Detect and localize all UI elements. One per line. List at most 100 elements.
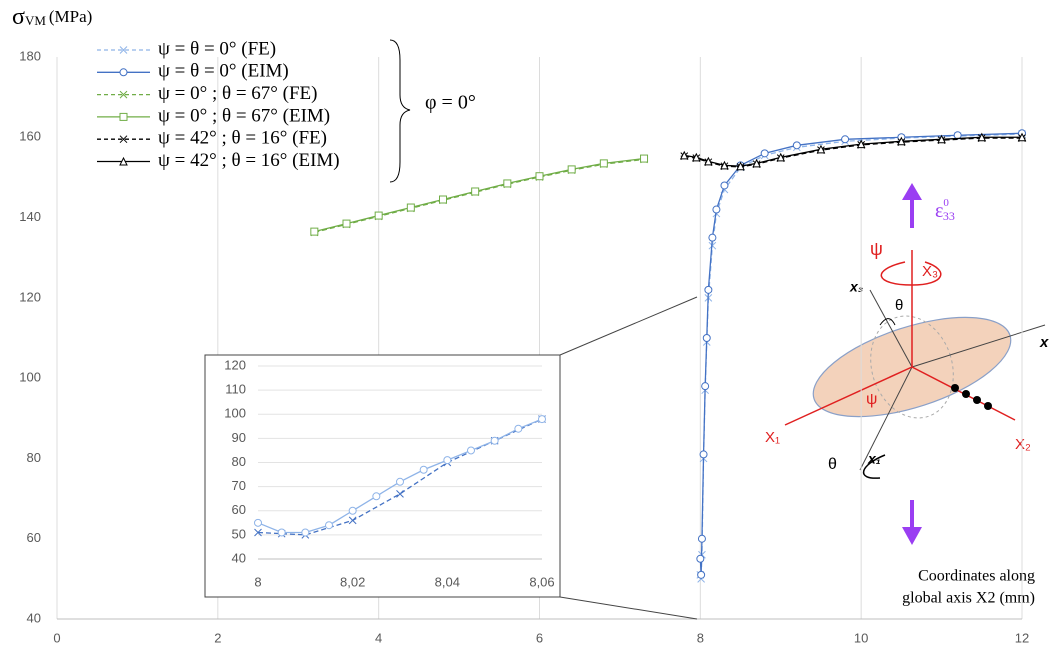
data-point [697,534,706,543]
legend-marker [119,135,128,144]
data-point [736,161,745,171]
diagram: ε0 33 ψ X₃ x₃ θ x ψ X₁ X₂ θ x₁ [765,183,1049,545]
zoom-line [559,596,698,620]
data-point [325,521,333,530]
data-point [692,152,701,162]
data-point [640,154,649,163]
data-point [277,528,286,537]
strain-sup: 0 [943,197,949,209]
strain-label: ε0 33 [935,197,955,223]
y-tick-label: 50 [232,526,246,541]
X3-label: X₃ [922,263,938,280]
data-point [776,152,786,162]
psi-label: ψ [870,239,883,259]
zoom-line [559,296,698,356]
data-point [712,205,721,214]
data-point [701,382,710,391]
x1-label: x₁ [867,451,881,467]
x-tick-label: 8,02 [340,574,365,589]
data-point [374,211,383,220]
X2-label: X₂ [1015,436,1031,453]
data-point [841,135,850,144]
theta-arc [879,318,896,326]
legend-marker [119,68,128,77]
data-point [752,158,761,168]
legend-label: ψ = 42° ; θ = 16° (FE) [158,128,327,149]
legend-label: ψ = 0° ; θ = 67° (FE) [158,83,317,104]
legend-group-label: φ = 0° [425,92,476,114]
theta-bottom-label: θ [828,456,837,473]
legend-label: ψ = θ = 0° (EIM) [158,61,289,82]
X1-label: X₁ [765,429,780,446]
y-tick-label: 140 [19,209,41,224]
psi-rotation [880,261,942,286]
x-tick-label: 6 [536,630,543,645]
x-tick-label: 2 [214,630,221,645]
data-point [816,144,826,154]
x-tick-label: 12 [1015,630,1029,645]
data-point [760,149,769,158]
data-point [310,227,319,236]
point [973,396,981,404]
y-tick-label: 70 [232,478,246,493]
data-point [937,134,946,144]
strain-sub: 33 [943,209,955,223]
data-point [720,160,729,170]
axis-X1 [784,366,913,426]
data-point [254,518,262,527]
data-point [348,516,357,525]
point [951,384,959,392]
legend-marker [119,156,128,166]
axis-x3 [869,289,913,368]
data-point [704,285,713,294]
axis-x [911,324,1046,368]
data-point [348,506,357,515]
theta-label: θ [895,297,903,314]
data-point [514,424,523,433]
y-tick-label: 60 [27,530,41,545]
y-tick-label: 80 [232,454,246,469]
x-axis-label: Coordinates along [918,568,1035,585]
y-tick-label: 110 [225,382,246,397]
x-tick-label: 10 [854,630,868,645]
data-point [538,415,546,424]
y-axis-label: σVM (MPa) [12,4,92,30]
point [984,402,992,410]
x-axis-label: global axis X2 (mm) [902,590,1035,607]
data-point [443,456,452,465]
x-label: x [1039,334,1049,351]
data-point [702,334,711,342]
legend-label: ψ = θ = 0° (FE) [158,38,276,59]
series-line [684,136,1022,167]
strain-arrow-down [902,500,922,545]
y-tick-label: 60 [232,502,246,517]
data-point [699,450,708,459]
data-point [679,150,689,160]
axis-x1 [859,366,913,471]
theta-rotation [862,454,886,479]
series-line [684,137,1022,168]
data-point [1017,132,1027,142]
x-tick-label: 8 [697,630,704,645]
data-point [396,490,404,498]
y-tick-label: 120 [224,357,246,372]
legend-label: ψ = 42° ; θ = 16° (EIM) [158,150,340,171]
y-tick-label: 40 [27,610,41,625]
y-tick-label: 180 [19,48,41,63]
legend-marker [119,46,128,54]
series-line [314,158,645,234]
y-tick-label: 160 [19,129,41,144]
x-tick-label: 8,04 [435,574,460,589]
data-point [396,477,404,486]
data-point [704,156,713,166]
legend-marker [119,90,128,99]
data-point [419,465,428,474]
y-tick-label: 90 [232,430,246,445]
y-label-symbol: σ [12,4,25,30]
strain-base: ε [935,200,943,222]
y-tick-label: 100 [19,370,41,385]
inset-frame [204,354,561,598]
y-tick-label: 40 [232,550,246,565]
data-point [599,159,608,168]
